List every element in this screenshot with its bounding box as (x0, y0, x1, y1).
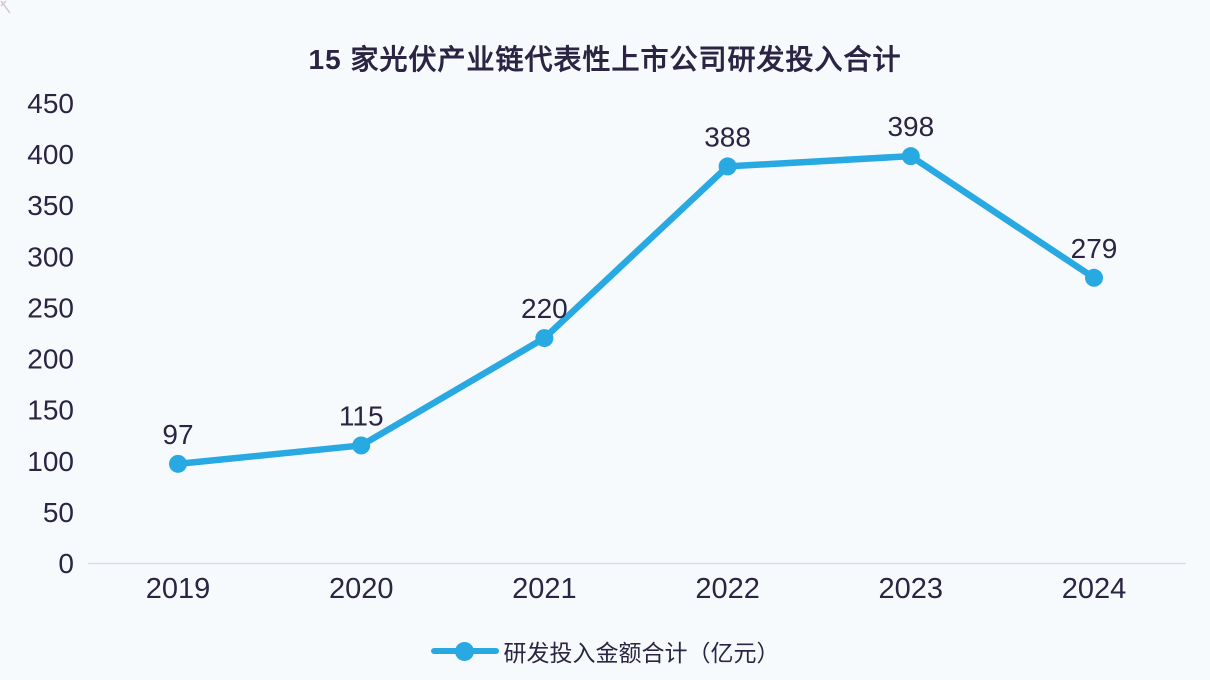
x-tick-label: 2024 (1062, 573, 1127, 605)
data-point-marker (901, 147, 920, 166)
y-tick-label: 100 (27, 446, 74, 477)
y-tick-label: 150 (27, 395, 74, 426)
y-tick-label: 200 (27, 344, 74, 375)
legend-label: 研发投入金额合计（亿元） (503, 640, 780, 666)
data-label: 115 (339, 400, 384, 431)
data-label: 398 (887, 111, 934, 142)
data-point-marker (169, 454, 187, 473)
x-tick-label: 2019 (146, 573, 211, 605)
data-point-marker (352, 436, 371, 455)
data-point-marker (718, 157, 737, 176)
y-tick-label: 350 (27, 190, 74, 221)
y-tick-label: 300 (27, 241, 74, 272)
data-label: 279 (1071, 233, 1118, 264)
y-tick-label: 450 (27, 88, 74, 119)
data-point-marker (535, 329, 554, 348)
data-point-marker (1085, 268, 1103, 287)
data-label: 220 (521, 293, 568, 324)
legend-line-marker-icon (430, 641, 499, 661)
series-line (174, 152, 1098, 468)
chart-title: 15 家光伏产业链代表性上市公司研发投入合计 (308, 44, 902, 75)
x-tick-label: 2020 (329, 573, 394, 605)
x-tick-label: 2021 (512, 573, 577, 605)
chart-legend: 研发投入金额合计（亿元） (0, 634, 1210, 668)
y-tick-label: 400 (27, 139, 74, 170)
data-label: 388 (704, 121, 751, 152)
x-tick-label: 2023 (879, 573, 944, 605)
y-tick-label: 50 (43, 497, 74, 528)
y-tick-label: 250 (27, 292, 74, 323)
x-tick-label: 2022 (695, 573, 760, 605)
y-tick-label: 0 (58, 548, 74, 579)
data-label: 97 (162, 419, 193, 450)
